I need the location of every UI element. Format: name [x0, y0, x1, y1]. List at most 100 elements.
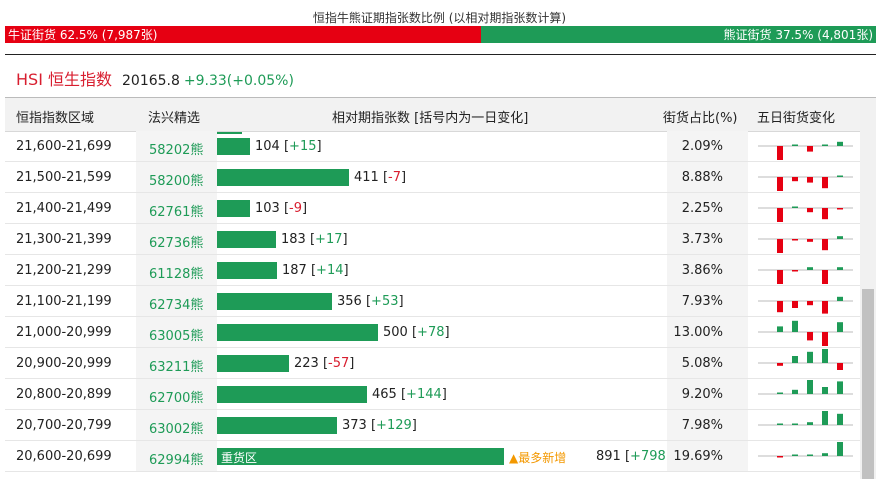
share-cell: 7.93% — [667, 286, 748, 316]
share-cell: 13.00% — [667, 317, 748, 347]
sparkline-bar — [837, 141, 843, 146]
contracts-number: 103 — [255, 201, 280, 216]
bull-bear-ratio-bar: 牛证街货 62.5% (7,987张) 熊证街货 37.5% (4,801张) — [5, 26, 876, 43]
sparkline-bar — [807, 332, 813, 341]
contracts-value: 465 [+144] — [372, 387, 447, 402]
five-day-sparkline — [758, 141, 853, 160]
warrant-code-link[interactable]: 61128熊 — [136, 255, 217, 285]
range-cell: 21,300-21,399 — [16, 232, 112, 247]
contracts-bar — [217, 262, 277, 279]
sparkline-bar — [807, 208, 813, 213]
table-row: 21,400-21,499 62761熊 103 [-9] 2.25% — [5, 193, 860, 224]
warrant-code-link[interactable]: 63005熊 — [136, 317, 217, 347]
contracts-bar: 重货区 — [217, 448, 504, 465]
share-cell: 8.88% — [667, 162, 748, 192]
contracts-bar — [217, 355, 289, 372]
sparkline-bar — [837, 236, 843, 239]
daily-change: -9 — [289, 201, 303, 216]
range-cell: 21,600-21,699 — [16, 139, 112, 154]
contracts-cell: 104 [+15] — [217, 131, 667, 161]
bull-ratio-segment[interactable]: 牛证街货 62.5% (7,987张) — [5, 26, 481, 43]
daily-change: +15 — [289, 139, 317, 154]
sparkline-bar — [822, 301, 828, 314]
table-row: 21,500-21,599 58200熊 411 [-7] 8.88% — [5, 162, 860, 193]
sparkline-bar — [822, 411, 828, 425]
sparkline-bar — [792, 320, 798, 332]
sparkline-bar — [822, 332, 828, 346]
contracts-number: 223 — [294, 356, 319, 371]
five-day-sparkline — [758, 296, 853, 314]
sparkline-bar — [822, 453, 828, 456]
share-cell: 2.25% — [667, 193, 748, 223]
five-day-chart[interactable] — [753, 286, 858, 316]
five-day-chart[interactable] — [753, 379, 858, 409]
heavy-zone-badge: 重货区 — [221, 451, 258, 465]
sparkline-bar — [807, 380, 813, 394]
five-day-chart[interactable] — [753, 224, 858, 254]
warrant-code-link[interactable]: 63002熊 — [136, 410, 217, 440]
warrant-code-link[interactable]: 58202熊 — [136, 131, 217, 161]
warrant-code-link[interactable]: 62994熊 — [136, 441, 217, 471]
sparkline-bar — [837, 296, 843, 301]
warrant-code-link[interactable]: 63211熊 — [136, 348, 217, 378]
contracts-cell: 103 [-9] — [217, 193, 667, 223]
warrant-code-link[interactable]: 58200熊 — [136, 162, 217, 192]
five-day-chart[interactable] — [753, 255, 858, 285]
five-day-chart[interactable] — [753, 348, 858, 378]
contracts-cell: 373 [+129] — [217, 410, 667, 440]
scrollbar-thumb[interactable] — [862, 289, 874, 479]
range-cell: 21,100-21,199 — [16, 294, 112, 309]
sparkline-bar — [837, 322, 843, 332]
table-row: 21,200-21,299 61128熊 187 [+14] 3.86% — [5, 255, 860, 286]
sparkline-bar — [822, 177, 828, 189]
sparkline-bar — [837, 413, 843, 425]
sparkline-bar — [777, 301, 783, 313]
range-cell: 21,000-20,999 — [16, 325, 112, 340]
contracts-bar — [217, 169, 349, 186]
share-cell: 2.09% — [667, 131, 748, 161]
warrant-code-link[interactable]: 62736熊 — [136, 224, 217, 254]
contracts-cell: 500 [+78] — [217, 317, 667, 347]
range-cell: 20,800-20,899 — [16, 387, 112, 402]
sparkline-bar — [792, 356, 798, 363]
sparkline-bar — [807, 422, 813, 425]
table-row: 21,000-20,999 63005熊 500 [+78] 13.00% — [5, 317, 860, 348]
five-day-chart[interactable] — [753, 410, 858, 440]
contracts-cell: 重货区 ▲最多新增 891 [+798] — [217, 441, 671, 471]
five-day-sparkline — [758, 267, 853, 284]
contracts-cell: 223 [-57] — [217, 348, 667, 378]
sparkline-bar — [777, 239, 783, 253]
five-day-chart[interactable] — [753, 193, 858, 223]
five-day-chart[interactable] — [753, 131, 858, 161]
ratio-title: 恒指牛熊证期指张数比例 (以相对期指张数计算) — [312, 11, 567, 25]
warrant-code-link[interactable]: 62700熊 — [136, 379, 217, 409]
table-row: 21,600-21,699 58202熊 104 [+15] 2.09% — [5, 131, 860, 162]
scrollbar[interactable] — [860, 98, 876, 479]
header-code: 法兴精选 — [148, 111, 201, 126]
sparkline-bar — [837, 267, 843, 270]
sparkline-bar — [777, 146, 783, 160]
five-day-sparkline — [758, 380, 853, 395]
contracts-value: 356 [+53] — [337, 294, 404, 309]
share-cell: 3.86% — [667, 255, 748, 285]
warrant-code-link[interactable]: 62734熊 — [136, 286, 217, 316]
header-five-day: 五日街货变化 — [757, 111, 836, 126]
range-cell: 20,700-20,799 — [16, 418, 112, 433]
five-day-chart[interactable] — [753, 441, 858, 471]
five-day-chart[interactable] — [753, 317, 858, 347]
contracts-bar — [217, 138, 250, 155]
contracts-number: 356 — [337, 294, 362, 309]
index-name[interactable]: HSI 恒生指数 — [16, 70, 112, 89]
contracts-cell: 183 [+17] — [217, 224, 667, 254]
divider — [5, 54, 876, 55]
five-day-chart[interactable] — [753, 162, 858, 192]
bear-ratio-segment[interactable]: 熊证街货 37.5% (4,801张) — [481, 26, 876, 43]
contracts-value: 411 [-7] — [354, 170, 407, 185]
contracts-value: 891 [+798] — [596, 449, 671, 464]
table-row: 20,900-20,999 63211熊 223 [-57] 5.08% — [5, 348, 860, 379]
warrant-code-link[interactable]: 62761熊 — [136, 193, 217, 223]
contracts-value: 183 [+17] — [281, 232, 348, 247]
index-value: 20165.8 — [122, 73, 180, 89]
contracts-number: 891 — [596, 449, 621, 464]
